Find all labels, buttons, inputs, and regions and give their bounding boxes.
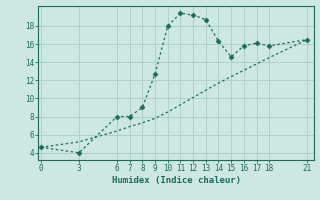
X-axis label: Humidex (Indice chaleur): Humidex (Indice chaleur) [111, 176, 241, 185]
